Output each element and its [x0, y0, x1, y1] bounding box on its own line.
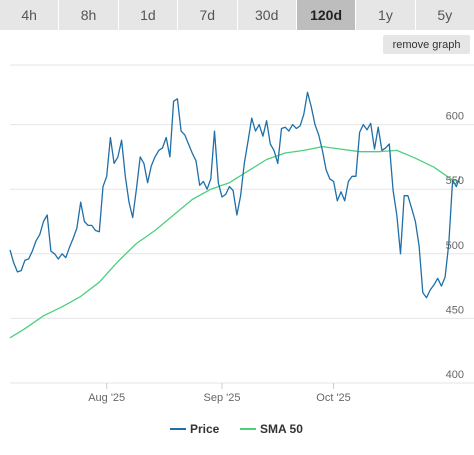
legend: Price SMA 50 [170, 422, 303, 436]
grid [10, 64, 474, 389]
tab-120d[interactable]: 120d [296, 0, 357, 30]
x-tick-label: Oct '25 [316, 392, 351, 404]
tab-7d[interactable]: 7d [178, 0, 238, 30]
legend-item-sma-50[interactable]: SMA 50 [260, 422, 303, 436]
series-lines [9, 91, 461, 339]
tab-1d[interactable]: 1d [118, 0, 179, 30]
series-line-sma-50 [9, 145, 461, 339]
series-line-price [9, 91, 461, 299]
legend-item-price[interactable]: Price [190, 422, 220, 436]
tab-30d[interactable]: 30d [237, 0, 297, 30]
y-tick-label: 400 [446, 369, 464, 381]
y-tick-label: 600 [446, 111, 464, 123]
remove-graph-button[interactable]: remove graph [383, 35, 470, 54]
tab-5y[interactable]: 5y [415, 0, 474, 30]
x-tick-label: Aug '25 [88, 392, 125, 404]
tab-4h[interactable]: 4h [0, 0, 60, 30]
axis-labels: 400 450 500 550 600 Aug '25 Sep '25 Oct '25 [88, 111, 464, 404]
x-tick-label: Sep '25 [203, 392, 240, 404]
time-range-tabs: 4h 8h 1d 7d 30d 120d 1y 5y [0, 0, 474, 30]
tab-8h[interactable]: 8h [59, 0, 119, 30]
y-tick-label: 550 [446, 175, 464, 187]
y-tick-label: 500 [446, 240, 464, 252]
tab-1y[interactable]: 1y [356, 0, 416, 30]
y-tick-label: 450 [446, 304, 464, 316]
